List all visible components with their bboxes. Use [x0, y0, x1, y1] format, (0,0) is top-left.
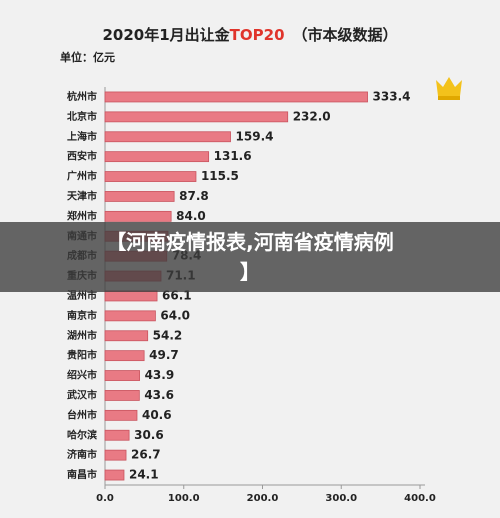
- bar: [104, 131, 231, 143]
- y-tick-label: 贵阳市: [67, 349, 97, 362]
- bar: [104, 171, 197, 182]
- overlay-text: 【河南疫情报表,河南省疫情病例: [106, 230, 394, 254]
- y-tick-label: 广州市: [67, 170, 97, 183]
- data-label: 26.7: [131, 448, 161, 462]
- y-tick-label: 天津市: [67, 189, 97, 202]
- bar: [104, 469, 125, 481]
- data-label: 43.6: [144, 388, 174, 402]
- data-label: 40.6: [142, 408, 172, 422]
- data-label: 24.1: [129, 468, 159, 482]
- y-tick-label: 武汉市: [67, 388, 97, 401]
- bar: [104, 290, 158, 302]
- bar: [104, 370, 140, 381]
- bar: [104, 429, 130, 441]
- x-tick-label: 200.0: [247, 493, 279, 504]
- bar: [104, 390, 140, 401]
- y-tick-label: 湖州市: [67, 329, 97, 342]
- data-label: 333.4: [373, 89, 411, 103]
- data-label: 232.0: [293, 109, 331, 123]
- overlay-text: 】: [240, 260, 260, 284]
- bar: [104, 330, 149, 342]
- x-tick-label: 0.0: [96, 493, 114, 504]
- y-tick-label: 西安市: [67, 150, 97, 163]
- y-tick-label: 温州市: [67, 289, 97, 302]
- title-part: 2020年1月出让金: [102, 26, 230, 44]
- data-label: 30.6: [134, 428, 164, 442]
- bar: [104, 310, 156, 322]
- y-tick-label: 南京市: [67, 309, 97, 322]
- data-label: 43.9: [145, 368, 175, 382]
- y-tick-label: 北京市: [67, 110, 97, 123]
- bar: [104, 350, 145, 362]
- chart-title: 2020年1月出让金TOP20 （市本级数据）: [102, 26, 397, 44]
- x-tick-label: 300.0: [325, 493, 357, 504]
- y-tick-label: 绍兴市: [67, 369, 97, 382]
- x-tick-label: 100.0: [168, 493, 200, 504]
- y-tick-label: 济南市: [67, 448, 97, 461]
- data-label: 87.8: [179, 189, 209, 203]
- data-label: 49.7: [149, 348, 179, 362]
- crown-icon: [436, 77, 462, 100]
- bar: [104, 151, 210, 163]
- data-label: 54.2: [153, 328, 183, 342]
- bar: [104, 111, 289, 123]
- data-label: 131.6: [214, 149, 252, 163]
- data-label: 64.0: [160, 308, 190, 322]
- bar: [104, 409, 138, 421]
- bar: [104, 449, 127, 461]
- bar: [104, 91, 368, 103]
- overlay-banner: 【河南疫情报表,河南省疫情病例】: [0, 222, 500, 292]
- subtitle: 单位：亿元: [60, 50, 115, 64]
- y-tick-label: 台州市: [67, 408, 97, 421]
- y-tick-label: 郑州市: [67, 209, 97, 222]
- title-part: （市本级数据）: [293, 26, 398, 44]
- data-label: 84.0: [176, 209, 206, 223]
- bar: [104, 210, 172, 222]
- bar: [104, 191, 175, 202]
- data-label: 159.4: [236, 129, 274, 143]
- title-part: TOP20: [230, 26, 285, 44]
- x-tick-label: 400.0: [404, 493, 436, 504]
- y-tick-label: 南昌市: [67, 468, 97, 481]
- y-tick-label: 上海市: [67, 130, 97, 143]
- y-tick-label: 杭州市: [67, 90, 97, 103]
- y-tick-label: 哈尔滨: [67, 428, 97, 441]
- data-label: 115.5: [201, 169, 239, 183]
